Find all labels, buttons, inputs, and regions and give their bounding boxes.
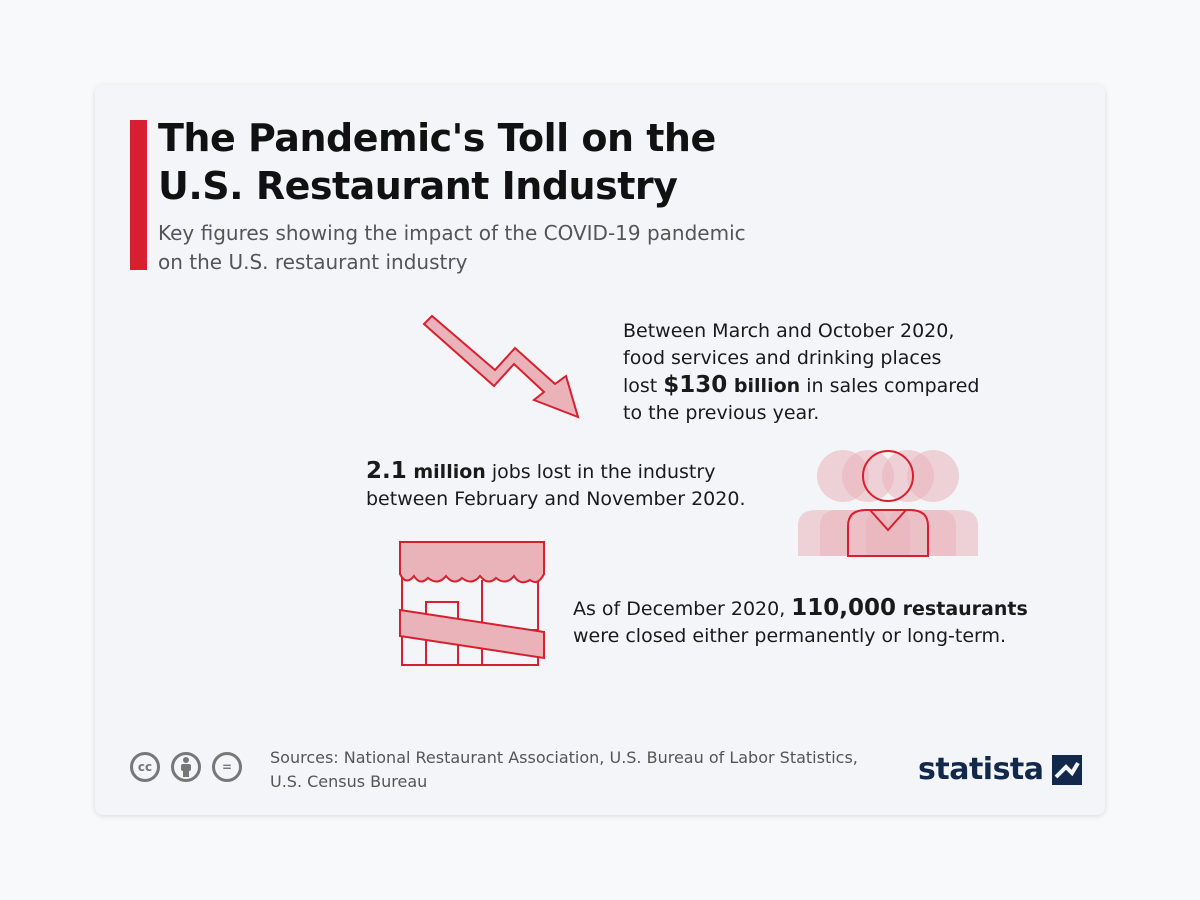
people-group-icon [798,450,978,557]
title-accent-bar [130,120,147,270]
jobs-fact-line-2: between February and November 2020. [366,488,746,510]
sales-fact-line-3: lost $130 billion in sales compared [623,372,979,400]
subtitle-line-2: on the U.S. restaurant industry [158,250,468,274]
jobs-fact: 2.1 million jobs lost in the industry be… [366,458,746,513]
sales-fact-post: in sales compared [800,375,980,397]
restaurants-fact-pre: As of December 2020, [573,598,792,620]
restaurants-fact: As of December 2020, 110,000 restaurants… [573,595,1028,650]
restaurants-value: 110,000 [791,595,897,621]
cc-icon-label: cc [137,760,153,774]
sales-fact-line-4: to the previous year. [623,402,820,424]
license-icons: cc = [130,752,242,782]
attribution-icon[interactable] [171,752,201,782]
title-line-2: U.S. Restaurant Industry [158,164,678,208]
person-glyph [181,757,191,777]
jobs-fact-post: jobs lost in the industry [485,461,716,483]
statista-logo-icon [1051,755,1082,785]
jobs-unit: million [406,461,486,483]
page-title: The Pandemic's Toll on the U.S. Restaura… [158,114,918,210]
no-derivatives-label: = [221,760,233,774]
sales-unit: billion [727,375,801,397]
closed-storefront-icon [399,541,545,666]
down-trend-arrow-icon [422,314,580,419]
restaurants-fact-line-1: As of December 2020, 110,000 restaurants [573,595,1028,623]
statista-wordmark: statista [918,752,1044,787]
sources-line-1: Sources: National Restaurant Association… [270,748,858,767]
sales-fact-line-2: food services and drinking places [623,347,942,369]
sales-value: $130 [663,372,728,398]
infographic-card [95,85,1105,815]
page-subtitle: Key figures showing the impact of the CO… [158,219,858,277]
restaurants-unit: restaurants [896,598,1028,620]
jobs-fact-line-1: 2.1 million jobs lost in the industry [366,458,746,486]
sales-fact-line-1: Between March and October 2020, [623,320,955,342]
statista-brand[interactable]: statista [918,750,1082,790]
no-derivatives-icon[interactable]: = [212,752,242,782]
sources-text: Sources: National Restaurant Association… [270,746,910,794]
restaurants-fact-line-2: were closed either permanently or long-t… [573,625,1007,647]
jobs-value: 2.1 [366,458,407,484]
sales-fact: Between March and October 2020, food ser… [623,318,979,427]
title-line-1: The Pandemic's Toll on the [158,116,716,160]
sources-line-2: U.S. Census Bureau [270,772,428,791]
sales-fact-pre: lost [623,375,664,397]
subtitle-line-1: Key figures showing the impact of the CO… [158,221,746,245]
cc-icon[interactable]: cc [130,752,160,782]
